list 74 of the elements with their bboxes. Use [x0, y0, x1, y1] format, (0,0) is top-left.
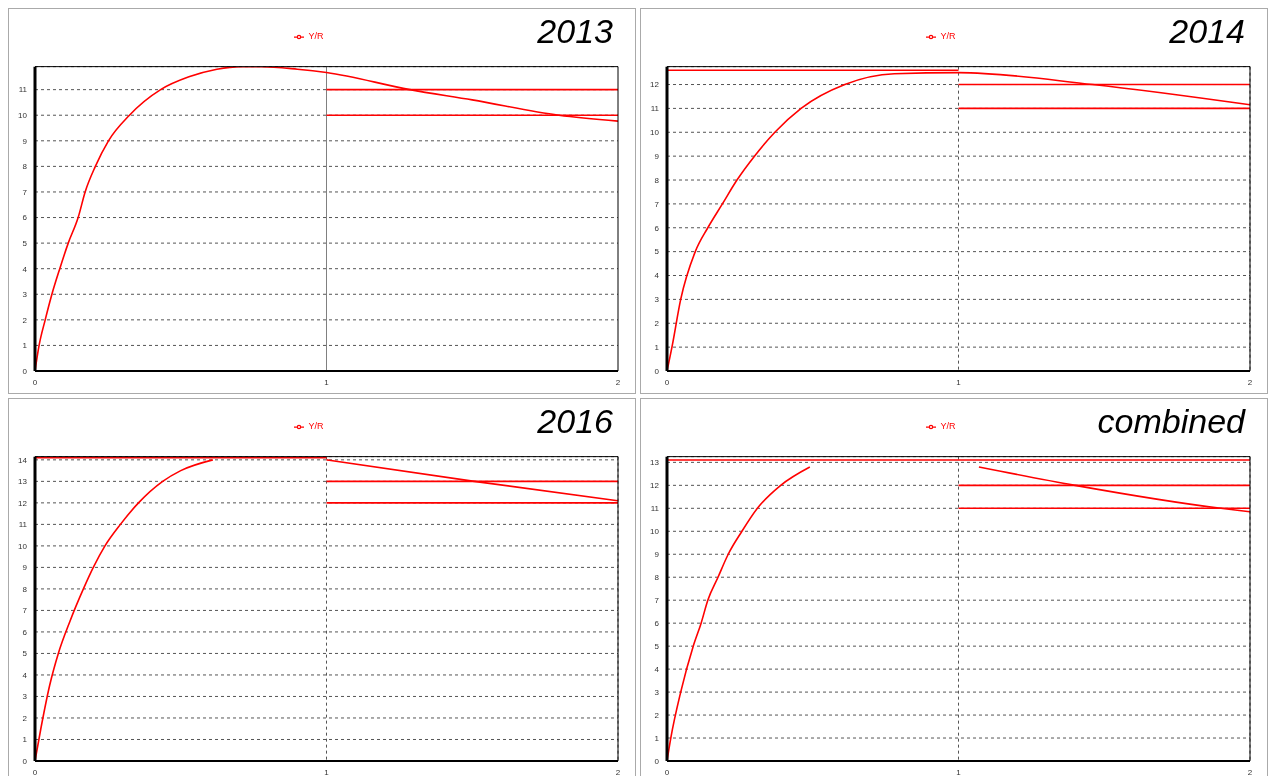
y-tick-label: 7	[654, 199, 660, 209]
x-tick-label: 2	[615, 377, 621, 387]
y-tick-label: 5	[654, 247, 660, 257]
y-tick-label: 5	[654, 641, 660, 651]
y-tick-label: 9	[654, 550, 660, 560]
y-tick-label: 2	[654, 710, 660, 720]
x-tick-label: 2	[615, 767, 621, 776]
y-tick-label: 8	[654, 175, 660, 185]
y-tick-label: 11	[18, 520, 28, 530]
y-tick-label: 5	[22, 649, 28, 659]
y-tick-label: 10	[18, 541, 28, 551]
y-tick-label: 7	[22, 187, 28, 197]
y-tick-label: 10	[650, 128, 660, 138]
y-tick-label: 9	[22, 563, 28, 573]
y-tick-label: 12	[650, 80, 660, 90]
x-tick-label: 0	[664, 377, 670, 387]
y-tick-label: 0	[22, 366, 28, 376]
y-tick-label: 6	[654, 619, 660, 629]
y-tick-label: 7	[22, 606, 28, 616]
y-tick-label: 13	[18, 477, 28, 487]
x-tick-label: 1	[956, 377, 962, 387]
y-tick-label: 3	[22, 692, 28, 702]
x-tick-label: 1	[324, 377, 330, 387]
y-tick-label: 5	[22, 238, 28, 248]
y-tick-label: 4	[22, 670, 28, 680]
y-tick-label: 6	[22, 213, 28, 223]
chart-title: 2014	[1169, 11, 1245, 51]
y-tick-label: 0	[654, 756, 660, 766]
y-tick-label: 3	[22, 290, 28, 300]
y-tick-label: 0	[22, 756, 28, 766]
legend-label: Y/R	[308, 421, 324, 431]
y-tick-label: 7	[654, 596, 660, 606]
y-tick-label: 3	[654, 295, 660, 305]
chart-title: combined	[1097, 401, 1245, 441]
y-tick-label: 8	[654, 573, 660, 583]
y-tick-label: 2	[22, 713, 28, 723]
y-tick-label: 2	[22, 315, 28, 325]
y-tick-label: 13	[650, 458, 660, 468]
legend-label: Y/R	[308, 31, 324, 41]
y-tick-label: 4	[654, 271, 660, 281]
y-tick-label: 11	[650, 104, 660, 114]
y-tick-label: 8	[22, 584, 28, 594]
x-tick-label: 0	[32, 377, 38, 387]
chart-title: 2016	[537, 401, 613, 441]
y-tick-label: 6	[22, 627, 28, 637]
y-tick-label: 8	[22, 162, 28, 172]
y-tick-label: 11	[18, 85, 28, 95]
x-tick-label: 2	[1247, 377, 1253, 387]
y-tick-label: 3	[654, 687, 660, 697]
y-tick-label: 12	[18, 498, 28, 508]
y-tick-label: 6	[654, 223, 660, 233]
x-tick-label: 2	[1247, 767, 1253, 776]
y-tick-label: 4	[22, 264, 28, 274]
y-tick-label: 1	[654, 733, 660, 743]
y-tick-label: 11	[650, 504, 660, 514]
y-tick-label: 10	[18, 111, 28, 121]
y-tick-label: 1	[22, 735, 28, 745]
x-tick-label: 0	[664, 767, 670, 776]
chart-title: 2013	[537, 11, 613, 51]
y-tick-label: 9	[654, 151, 660, 161]
y-tick-label: 2	[654, 319, 660, 329]
legend-label: Y/R	[940, 31, 956, 41]
y-tick-label: 9	[22, 136, 28, 146]
y-tick-label: 12	[650, 481, 660, 491]
y-tick-label: 14	[18, 455, 28, 465]
y-tick-label: 1	[654, 342, 660, 352]
x-tick-label: 0	[32, 767, 38, 776]
x-tick-label: 1	[324, 767, 330, 776]
y-tick-label: 10	[650, 527, 660, 537]
y-tick-label: 4	[654, 664, 660, 674]
y-tick-label: 0	[654, 366, 660, 376]
x-tick-label: 1	[956, 767, 962, 776]
y-tick-label: 1	[22, 341, 28, 351]
legend-label: Y/R	[940, 421, 956, 431]
